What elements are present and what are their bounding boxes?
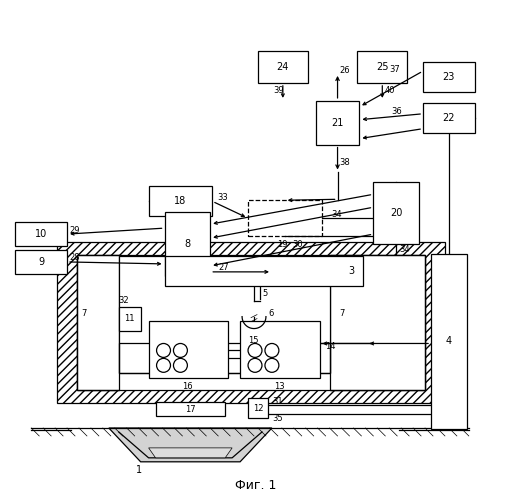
Bar — [119, 256, 329, 373]
Text: 15: 15 — [248, 336, 259, 345]
Bar — [240, 320, 320, 378]
Bar — [373, 182, 419, 244]
Text: 8: 8 — [184, 239, 190, 249]
Polygon shape — [149, 448, 232, 458]
Text: 18: 18 — [174, 196, 187, 206]
Text: 16: 16 — [183, 382, 193, 391]
Text: 33: 33 — [217, 193, 228, 202]
Text: Фиг. 1: Фиг. 1 — [235, 479, 277, 492]
Bar — [15, 222, 67, 246]
Text: 7: 7 — [340, 309, 345, 318]
Text: 5: 5 — [262, 289, 267, 298]
Text: 4: 4 — [446, 336, 452, 346]
Bar — [423, 103, 475, 133]
Text: 22: 22 — [443, 113, 455, 123]
Text: 24: 24 — [277, 62, 289, 72]
Text: 12: 12 — [253, 404, 263, 413]
Bar — [165, 212, 210, 276]
Bar — [315, 101, 360, 145]
Bar — [431, 254, 467, 429]
Text: 11: 11 — [125, 314, 135, 323]
Text: 34: 34 — [331, 210, 342, 219]
Text: 38: 38 — [340, 158, 350, 167]
Bar — [248, 200, 322, 236]
Text: 26: 26 — [340, 66, 350, 75]
Bar — [423, 62, 475, 92]
Bar — [15, 250, 67, 274]
Bar — [165, 256, 363, 286]
Text: 3: 3 — [348, 266, 354, 276]
Text: 6: 6 — [268, 309, 273, 318]
Text: 29: 29 — [69, 226, 80, 235]
Text: 19: 19 — [277, 240, 287, 249]
Text: 7: 7 — [81, 309, 86, 318]
Text: 32: 32 — [119, 296, 129, 305]
Text: 28: 28 — [69, 253, 80, 262]
Polygon shape — [109, 428, 272, 462]
Bar — [329, 255, 425, 390]
Bar — [155, 402, 225, 416]
Text: 30: 30 — [293, 240, 303, 249]
Bar — [119, 343, 329, 373]
Text: 14: 14 — [325, 342, 335, 351]
Text: 23: 23 — [443, 72, 455, 82]
Bar — [258, 51, 308, 83]
Bar — [329, 255, 425, 390]
Bar — [149, 186, 212, 216]
Text: 27: 27 — [218, 263, 229, 272]
Bar — [77, 255, 119, 390]
Bar — [77, 255, 425, 390]
Text: 13: 13 — [274, 382, 285, 391]
Text: 34: 34 — [399, 245, 410, 253]
Text: 31: 31 — [272, 397, 283, 406]
Text: 39: 39 — [273, 86, 284, 95]
Text: 36: 36 — [391, 107, 402, 116]
Bar — [57, 242, 445, 403]
Text: 35: 35 — [272, 414, 283, 423]
Bar — [358, 51, 407, 83]
Text: 40: 40 — [384, 86, 395, 95]
Text: 10: 10 — [35, 229, 47, 239]
Text: 21: 21 — [331, 118, 344, 128]
Text: 1: 1 — [135, 465, 142, 475]
Bar — [119, 307, 141, 330]
Bar — [119, 343, 329, 373]
Bar — [248, 398, 268, 418]
Text: 25: 25 — [376, 62, 388, 72]
Text: 9: 9 — [38, 257, 44, 267]
Bar — [149, 320, 228, 378]
Bar — [77, 255, 119, 390]
Text: 37: 37 — [389, 64, 400, 73]
Text: 17: 17 — [185, 405, 195, 414]
Text: 20: 20 — [390, 208, 402, 218]
